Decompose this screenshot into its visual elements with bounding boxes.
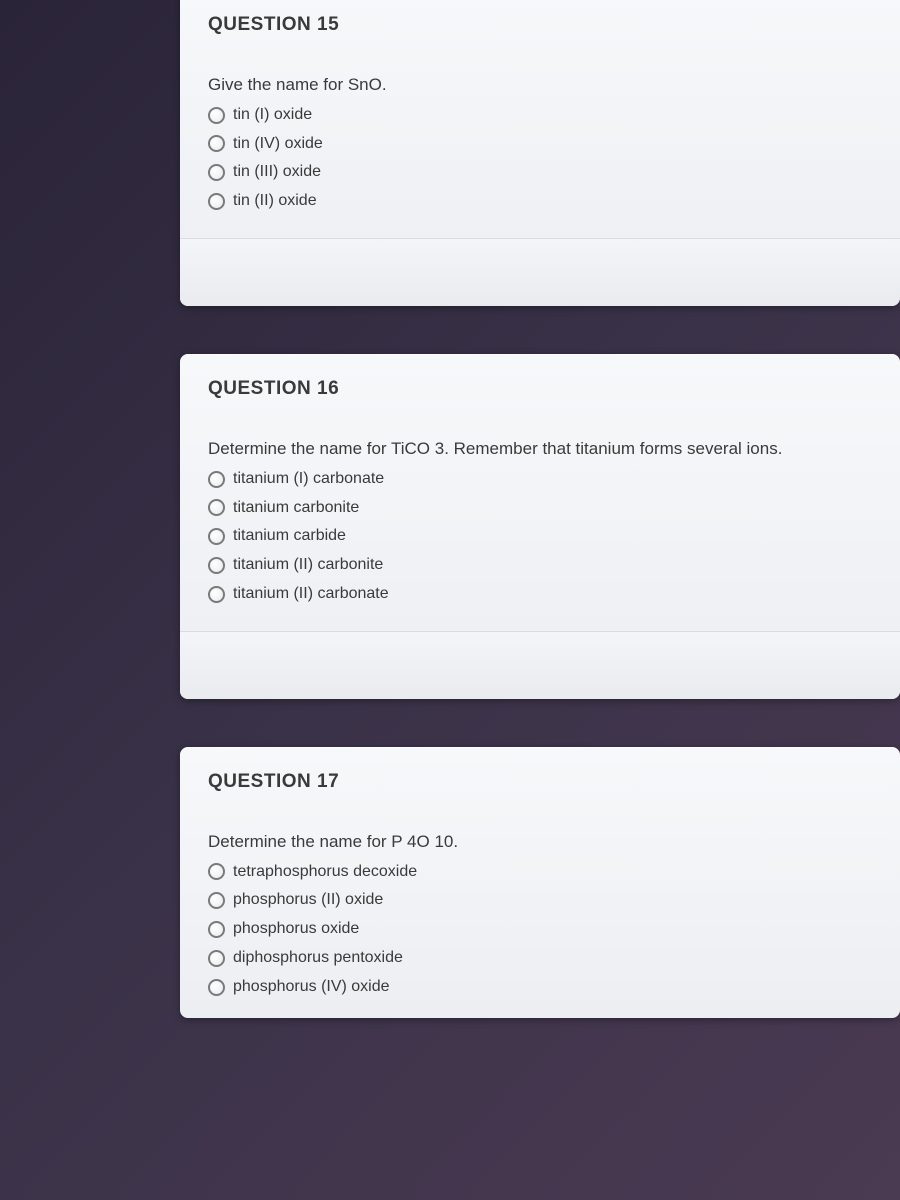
option-row[interactable]: tetraphosphorus decoxide bbox=[208, 860, 872, 885]
option-row[interactable]: titanium carbide bbox=[208, 524, 872, 549]
option-row[interactable]: tin (III) oxide bbox=[208, 160, 872, 185]
radio-icon[interactable] bbox=[208, 135, 225, 152]
radio-icon[interactable] bbox=[208, 107, 225, 124]
option-label: titanium (II) carbonite bbox=[233, 555, 383, 576]
radio-icon[interactable] bbox=[208, 528, 225, 545]
option-row[interactable]: titanium (II) carbonite bbox=[208, 553, 872, 578]
radio-icon[interactable] bbox=[208, 471, 225, 488]
radio-icon[interactable] bbox=[208, 193, 225, 210]
option-label: phosphorus oxide bbox=[233, 919, 359, 940]
radio-icon[interactable] bbox=[208, 164, 225, 181]
page-root: QUESTION 15 Give the name for SnO. tin (… bbox=[0, 0, 900, 1190]
option-label: tin (IV) oxide bbox=[233, 134, 323, 155]
option-label: titanium (II) carbonate bbox=[233, 584, 389, 605]
option-label: titanium carbide bbox=[233, 526, 346, 547]
question-footer bbox=[180, 631, 900, 699]
option-row[interactable]: phosphorus (IV) oxide bbox=[208, 975, 872, 1000]
radio-icon[interactable] bbox=[208, 863, 225, 880]
options-group: tetraphosphorus decoxide phosphorus (II)… bbox=[208, 860, 872, 1000]
radio-icon[interactable] bbox=[208, 950, 225, 967]
option-row[interactable]: phosphorus (II) oxide bbox=[208, 888, 872, 913]
question-body: Give the name for SnO. tin (I) oxide tin… bbox=[180, 45, 900, 238]
question-prompt: Give the name for SnO. bbox=[208, 73, 872, 97]
option-label: tetraphosphorus decoxide bbox=[233, 862, 417, 883]
option-row[interactable]: phosphorus oxide bbox=[208, 917, 872, 942]
option-row[interactable]: titanium (I) carbonate bbox=[208, 467, 872, 492]
question-card: QUESTION 15 Give the name for SnO. tin (… bbox=[180, 0, 900, 306]
option-label: titanium (I) carbonate bbox=[233, 469, 384, 490]
option-row[interactable]: tin (II) oxide bbox=[208, 189, 872, 214]
option-row[interactable]: diphosphorus pentoxide bbox=[208, 946, 872, 971]
options-group: tin (I) oxide tin (IV) oxide tin (III) o… bbox=[208, 103, 872, 214]
option-label: diphosphorus pentoxide bbox=[233, 948, 403, 969]
option-label: titanium carbonite bbox=[233, 498, 359, 519]
question-body: Determine the name for TiCO 3. Remember … bbox=[180, 409, 900, 631]
question-title: QUESTION 15 bbox=[208, 14, 872, 36]
option-row[interactable]: tin (I) oxide bbox=[208, 103, 872, 128]
radio-icon[interactable] bbox=[208, 557, 225, 574]
question-card: QUESTION 17 Determine the name for P 4O … bbox=[180, 747, 900, 1018]
question-prompt: Determine the name for P 4O 10. bbox=[208, 830, 872, 854]
question-header: QUESTION 17 bbox=[180, 747, 900, 802]
radio-icon[interactable] bbox=[208, 921, 225, 938]
option-label: phosphorus (IV) oxide bbox=[233, 977, 390, 998]
option-label: tin (II) oxide bbox=[233, 191, 317, 212]
option-row[interactable]: titanium carbonite bbox=[208, 496, 872, 521]
option-row[interactable]: tin (IV) oxide bbox=[208, 132, 872, 157]
question-header: QUESTION 15 bbox=[180, 0, 900, 45]
question-footer bbox=[180, 238, 900, 306]
options-group: titanium (I) carbonate titanium carbonit… bbox=[208, 467, 872, 607]
radio-icon[interactable] bbox=[208, 586, 225, 603]
question-header: QUESTION 16 bbox=[180, 354, 900, 409]
question-title: QUESTION 16 bbox=[208, 378, 872, 400]
question-body: Determine the name for P 4O 10. tetrapho… bbox=[180, 802, 900, 1006]
question-card: QUESTION 16 Determine the name for TiCO … bbox=[180, 354, 900, 699]
radio-icon[interactable] bbox=[208, 892, 225, 909]
option-label: phosphorus (II) oxide bbox=[233, 890, 383, 911]
radio-icon[interactable] bbox=[208, 979, 225, 996]
radio-icon[interactable] bbox=[208, 499, 225, 516]
option-label: tin (III) oxide bbox=[233, 162, 321, 183]
question-prompt: Determine the name for TiCO 3. Remember … bbox=[208, 437, 872, 461]
option-label: tin (I) oxide bbox=[233, 105, 312, 126]
question-title: QUESTION 17 bbox=[208, 771, 872, 793]
option-row[interactable]: titanium (II) carbonate bbox=[208, 582, 872, 607]
